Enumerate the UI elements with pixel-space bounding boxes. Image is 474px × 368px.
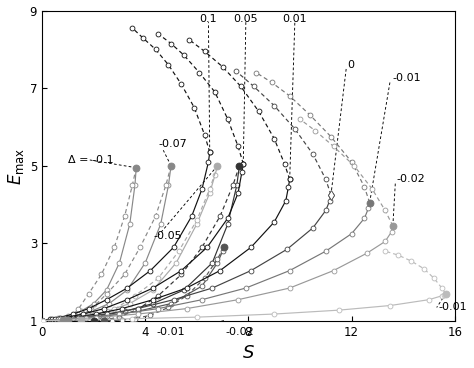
Text: -0.02: -0.02 xyxy=(397,174,426,184)
Y-axis label: $E_{\mathrm{max}}$: $E_{\mathrm{max}}$ xyxy=(6,147,26,184)
Text: -0.05: -0.05 xyxy=(153,231,182,241)
Text: 0: 0 xyxy=(348,60,355,70)
Text: 0.01: 0.01 xyxy=(283,14,307,24)
Text: -0.07: -0.07 xyxy=(158,139,187,149)
X-axis label: $S$: $S$ xyxy=(242,344,255,362)
Text: 0.05: 0.05 xyxy=(234,14,258,24)
Text: -0.01: -0.01 xyxy=(393,74,421,84)
Text: Δ = -0.1: Δ = -0.1 xyxy=(68,155,113,165)
Text: -0.01: -0.01 xyxy=(157,326,185,336)
Text: -0.02: -0.02 xyxy=(225,326,254,336)
Text: -0.01: -0.01 xyxy=(438,302,466,312)
Text: 0.1: 0.1 xyxy=(200,14,217,24)
